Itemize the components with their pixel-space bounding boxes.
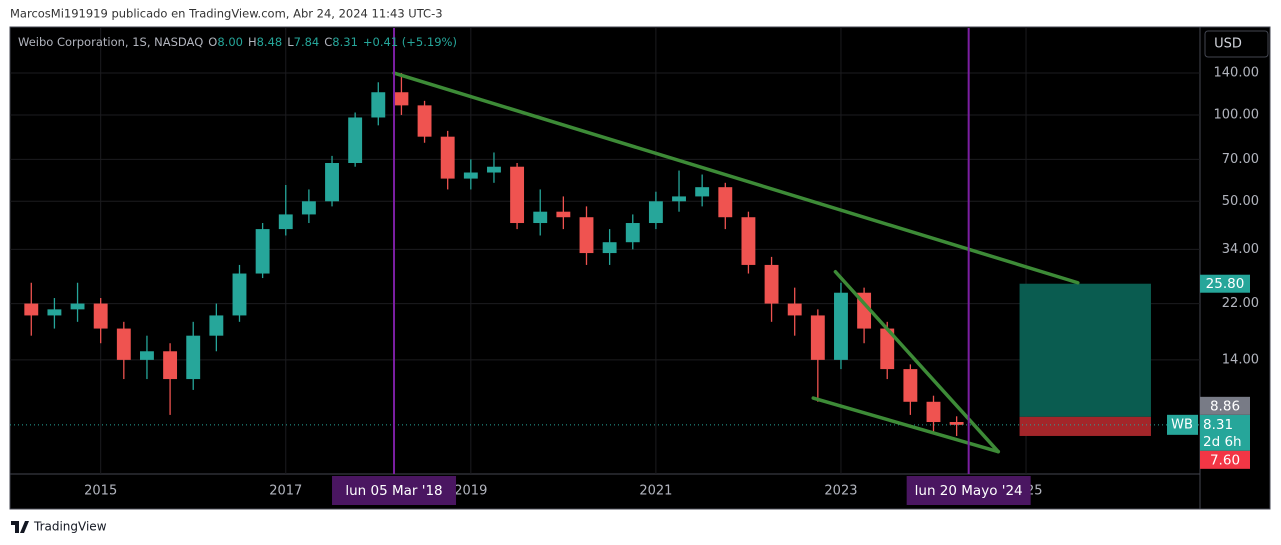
candle-body — [47, 309, 62, 316]
candle-body — [463, 172, 478, 179]
trend-line — [811, 396, 1001, 454]
currency-button-box[interactable] — [1204, 30, 1269, 58]
x-tick-label: 2017 — [269, 484, 302, 499]
candle-body — [579, 217, 594, 254]
candle-body — [695, 187, 710, 197]
legend-ohlc-label: C — [324, 35, 332, 49]
candle-body — [926, 401, 941, 423]
y-tick-label: 140.00 — [1214, 66, 1260, 81]
position-profit — [1019, 283, 1151, 417]
candle-body — [556, 211, 571, 218]
plot — [10, 28, 1200, 474]
y-tick-label: 70.00 — [1222, 152, 1259, 167]
candle-body — [810, 315, 825, 360]
candle-body — [140, 351, 154, 360]
candle-body — [209, 315, 224, 336]
ticker-tag — [1167, 414, 1198, 435]
vertical-line-label-box — [906, 476, 1031, 505]
legend-ohlc-value: 8.48 — [257, 35, 283, 49]
price-tag — [1200, 396, 1250, 415]
current-price-label: 8.31 — [1203, 417, 1233, 433]
candle-body — [834, 292, 848, 360]
x-tick-label: 2023 — [824, 484, 857, 499]
legend: Weibo Corporation, 1S, NASDAQ O8.00 H8.48 L… — [18, 35, 457, 49]
candle-body — [648, 201, 663, 224]
price-tag — [1200, 274, 1250, 293]
candle-body — [24, 303, 39, 316]
countdown-label: 2d 6h — [1203, 434, 1242, 450]
candle-body — [325, 163, 339, 202]
brand: TradingView — [11, 520, 107, 534]
candle-body — [533, 211, 548, 224]
price-tag-label: 7.60 — [1210, 452, 1240, 468]
legend-ohlc-label: O — [208, 35, 217, 49]
legend-ohlc-value: 7.84 — [294, 35, 320, 49]
legend-ohlc-value: 8.31 — [332, 35, 358, 49]
candle-body — [163, 351, 178, 380]
candle-body — [232, 273, 247, 316]
legend-change: +0.41 (+5.19%) — [363, 35, 457, 49]
x-tick-label: 2019 — [454, 484, 487, 499]
trend-line — [392, 71, 1080, 285]
ticker-label: WB — [1171, 417, 1193, 432]
candle-body — [602, 242, 617, 254]
candle-body — [903, 369, 918, 402]
candle-body — [348, 117, 363, 164]
vertical-line-label: lun 20 Mayo '24 — [915, 483, 1023, 499]
candle-body — [255, 229, 270, 274]
current-price-tag — [1200, 414, 1250, 451]
candle-body — [787, 303, 802, 316]
chart-background — [9, 26, 1271, 510]
legend-symbol: Weibo Corporation, 1S, NASDAQ — [18, 35, 203, 49]
y-tick-label: 22.00 — [1222, 296, 1259, 311]
brand-logo — [11, 521, 29, 533]
candle-body — [417, 105, 432, 137]
candle-body — [440, 136, 455, 179]
candle-body — [741, 217, 756, 265]
x-tick-label: 2021 — [639, 484, 672, 499]
vertical-line-label: lun 05 Mar '18 — [345, 483, 442, 499]
position-loss — [1019, 416, 1151, 436]
price-tag-label: 8.86 — [1210, 398, 1240, 414]
candle-body — [764, 264, 779, 304]
candle-body — [718, 187, 733, 218]
legend-ohlc-label: L — [287, 35, 294, 49]
legend-ohlc-value: 8.00 — [217, 35, 243, 49]
candle-body — [371, 92, 386, 118]
candle-body — [278, 214, 293, 230]
candle-body — [880, 328, 895, 370]
candle-body — [186, 335, 201, 380]
x-tick-label: 2015 — [84, 484, 117, 499]
candle-body — [394, 92, 409, 106]
trend-line — [833, 270, 1001, 454]
price-tag — [1200, 450, 1250, 469]
currency-label[interactable]: USD — [1214, 37, 1242, 52]
candle-body — [672, 196, 686, 202]
publisher: MarcosMi191919 publicado en TradingView.… — [10, 7, 443, 21]
y-tick-label: 100.00 — [1214, 107, 1260, 122]
candle-body — [301, 201, 316, 215]
y-tick-label: 50.00 — [1222, 194, 1259, 209]
y-tick-label: 14.00 — [1222, 352, 1259, 367]
candle-body — [510, 166, 525, 224]
candle-body — [116, 328, 131, 360]
candle-body — [487, 166, 501, 173]
candle-body — [949, 422, 964, 425]
brand-name: TradingView — [33, 520, 107, 534]
candle-body — [625, 223, 640, 243]
y-tick-label: 34.00 — [1222, 242, 1259, 257]
price-tag-label: 25.80 — [1206, 276, 1245, 292]
currency-button[interactable]: USD — [1204, 30, 1269, 58]
legend-ohlc-label: H — [248, 35, 257, 49]
vertical-line-label-box — [332, 476, 457, 505]
candle-body — [93, 303, 108, 329]
candle-body — [70, 303, 85, 310]
